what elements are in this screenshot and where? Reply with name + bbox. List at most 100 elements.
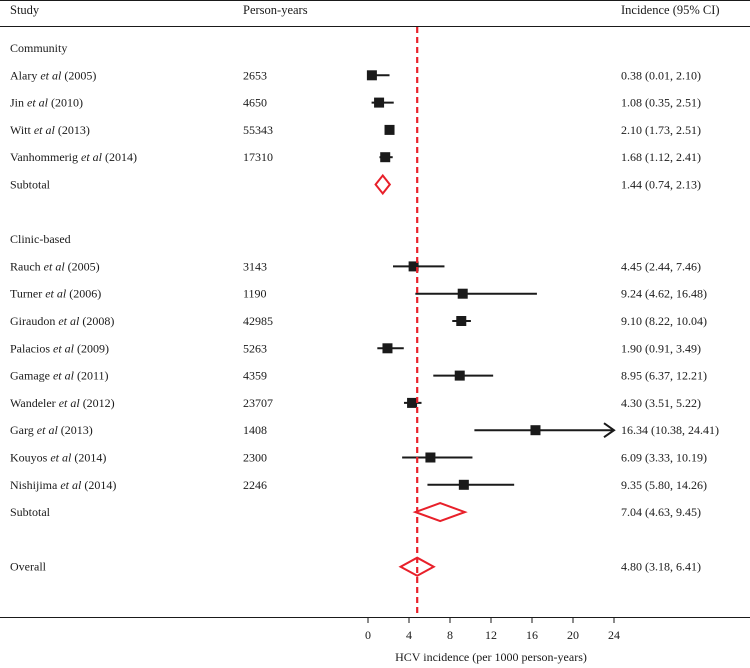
study-label-author: Alary (10, 68, 37, 82)
overall-diamond (398, 556, 436, 577)
incidence-ci-value: 6.09 (3.33, 10.19) (621, 451, 707, 465)
study-label-year: (2009) (74, 341, 109, 355)
estimate-marker (457, 288, 468, 299)
person-years-value: 17310 (243, 150, 273, 164)
study-label-author: Gamage (10, 369, 50, 383)
person-years-value: 55343 (243, 123, 273, 137)
person-years-value: 1190 (243, 287, 267, 301)
incidence-ci-value: 9.10 (8.22, 10.04) (621, 314, 707, 328)
study-label-author: Vanhommerig (10, 150, 78, 164)
study-label-author: Witt (10, 123, 32, 137)
x-tick-label: 8 (447, 628, 453, 642)
study-label-year: (2013) (58, 423, 93, 437)
study-label-year: (2005) (61, 68, 96, 82)
estimate-marker (382, 343, 393, 354)
estimate-marker (456, 316, 467, 326)
study-label-author: Jin (10, 96, 24, 110)
x-tick-label: 0 (365, 628, 371, 642)
x-tick-label: 12 (485, 628, 497, 642)
study-label-year: (2014) (81, 478, 116, 492)
incidence-ci-value: 9.35 (5.80, 14.26) (621, 478, 707, 492)
person-years-value: 1408 (243, 423, 267, 437)
study-label-author: Wandeler (10, 396, 56, 410)
study-label-author: Giraudon (10, 314, 55, 328)
study-label: Garg et al (2013) (10, 423, 93, 437)
estimate-marker (458, 479, 469, 490)
group-heading: Community (10, 41, 67, 55)
study-label-year: (2014) (102, 150, 137, 164)
study-label-year: (2013) (55, 123, 90, 137)
ci-arrow-icon (603, 422, 616, 439)
incidence-ci-value: 8.95 (6.37, 12.21) (621, 369, 707, 383)
study-label-author: Nishijima (10, 478, 58, 492)
study-label-etal: et al (41, 259, 66, 273)
study-label: Kouyos et al (2014) (10, 451, 106, 465)
incidence-ci-value: 1.90 (0.91, 3.49) (621, 341, 701, 355)
study-label-year: (2010) (48, 96, 83, 110)
study-label: Gamage et al (2011) (10, 369, 109, 383)
estimate-marker (407, 397, 418, 408)
subtotal-diamond (412, 502, 468, 523)
study-label-etal: et al (56, 396, 81, 410)
person-years-value: 4650 (243, 96, 267, 110)
study-label-etal: et al (42, 287, 67, 301)
subtotal-ci-value: 7.04 (4.63, 9.45) (621, 505, 701, 519)
study-label-etal: et al (47, 451, 72, 465)
incidence-ci-value: 16.34 (10.38, 24.41) (621, 423, 719, 437)
subtotal-ci-value: 1.44 (0.74, 2.13) (621, 178, 701, 192)
study-label: Wandeler et al (2012) (10, 396, 115, 410)
x-axis-label: HCV incidence (per 1000 person-years) (395, 650, 587, 664)
study-label: Nishijima et al (2014) (10, 478, 116, 492)
group-heading: Clinic-based (10, 232, 71, 246)
study-label: Turner et al (2006) (10, 287, 101, 301)
incidence-ci-value: 1.68 (1.12, 2.41) (621, 150, 701, 164)
study-label-etal: et al (50, 341, 75, 355)
incidence-ci-value: 0.38 (0.01, 2.10) (621, 68, 701, 82)
person-years-value: 2246 (243, 478, 267, 492)
study-label: Alary et al (2005) (10, 68, 96, 82)
study-label-year: (2014) (71, 451, 106, 465)
study-label: Witt et al (2013) (10, 123, 90, 137)
study-label: Jin et al (2010) (10, 96, 83, 110)
study-label-etal: et al (31, 123, 56, 137)
study-label-etal: et al (24, 96, 49, 110)
person-years-value: 42985 (243, 314, 273, 328)
incidence-ci-value: 1.08 (0.35, 2.51) (621, 96, 701, 110)
study-label-author: Palacios (10, 341, 50, 355)
study-label: Rauch et al (2005) (10, 259, 100, 273)
overall-label: Overall (10, 560, 47, 574)
estimate-marker (454, 370, 465, 381)
study-label-etal: et al (78, 150, 103, 164)
person-years-value: 5263 (243, 341, 267, 355)
person-years-value: 2653 (243, 68, 267, 82)
study-label-etal: et al (34, 423, 59, 437)
study-label-author: Rauch (10, 259, 41, 273)
estimate-marker (380, 152, 391, 163)
study-label-year: (2005) (65, 259, 100, 273)
subtotal-label: Subtotal (10, 178, 51, 192)
subtotal-label: Subtotal (10, 505, 51, 519)
estimate-marker (366, 70, 377, 81)
header-person-years: Person-years (243, 3, 308, 17)
person-years-value: 23707 (243, 396, 273, 410)
study-label-etal: et al (55, 314, 80, 328)
study-label-year: (2011) (74, 369, 109, 383)
estimate-marker (374, 97, 385, 108)
study-label-etal: et al (57, 478, 82, 492)
incidence-ci-value: 4.45 (2.44, 7.46) (621, 259, 701, 273)
study-label-author: Garg (10, 423, 34, 437)
study-label-year: (2006) (66, 287, 101, 301)
header-incidence: Incidence (95% CI) (621, 3, 720, 17)
incidence-ci-value: 9.24 (4.62, 16.48) (621, 287, 707, 301)
header-study: Study (10, 3, 40, 17)
incidence-ci-value: 4.30 (3.51, 5.22) (621, 396, 701, 410)
study-label-year: (2012) (80, 396, 115, 410)
study-label-etal: et al (37, 68, 62, 82)
study-label-year: (2008) (79, 314, 114, 328)
incidence-ci-value: 2.10 (1.73, 2.51) (621, 123, 701, 137)
study-label-etal: et al (50, 369, 75, 383)
x-tick-label: 4 (406, 628, 412, 642)
estimate-marker (530, 425, 541, 436)
study-label: Vanhommerig et al (2014) (10, 150, 137, 164)
